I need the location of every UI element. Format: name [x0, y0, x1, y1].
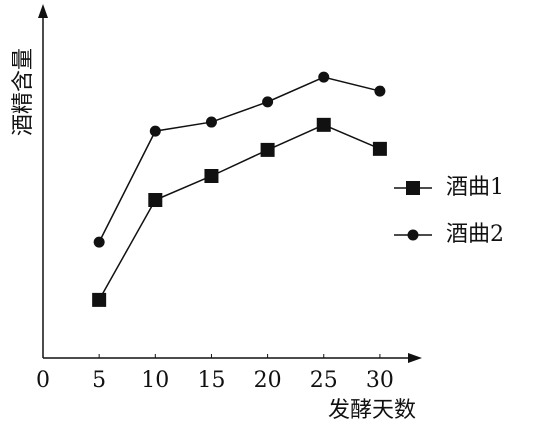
- x-axis-label: 发酵天数: [328, 398, 416, 423]
- x-tick-label: 30: [366, 368, 394, 393]
- series-line: [98, 124, 381, 301]
- legend-label: 酒曲1: [446, 175, 504, 200]
- data-point: [149, 125, 161, 137]
- x-tick-label: 5: [92, 368, 106, 393]
- legend-marker: [407, 229, 419, 241]
- x-tick-label: 15: [197, 368, 225, 393]
- legend-label: 酒曲2: [446, 222, 504, 247]
- x-tick-label: 20: [254, 368, 282, 393]
- data-point: [205, 116, 217, 128]
- x-tick-label: 10: [141, 368, 169, 393]
- data-point: [204, 168, 219, 183]
- x-tick-label: 25: [310, 368, 338, 393]
- data-point: [316, 117, 331, 132]
- data-point: [262, 96, 274, 108]
- x-tick-label: 0: [36, 368, 50, 393]
- data-point: [93, 236, 105, 248]
- data-point: [92, 292, 107, 307]
- y-axis-label: 酒精含量: [11, 48, 36, 136]
- data-point: [318, 71, 330, 83]
- data-point: [260, 142, 275, 157]
- x-axis-arrow: [408, 353, 422, 363]
- data-point: [148, 193, 163, 208]
- data-point: [372, 141, 387, 156]
- series-line: [98, 76, 381, 243]
- data-point: [374, 85, 386, 97]
- y-axis-arrow: [38, 4, 48, 18]
- legend-marker: [406, 181, 420, 195]
